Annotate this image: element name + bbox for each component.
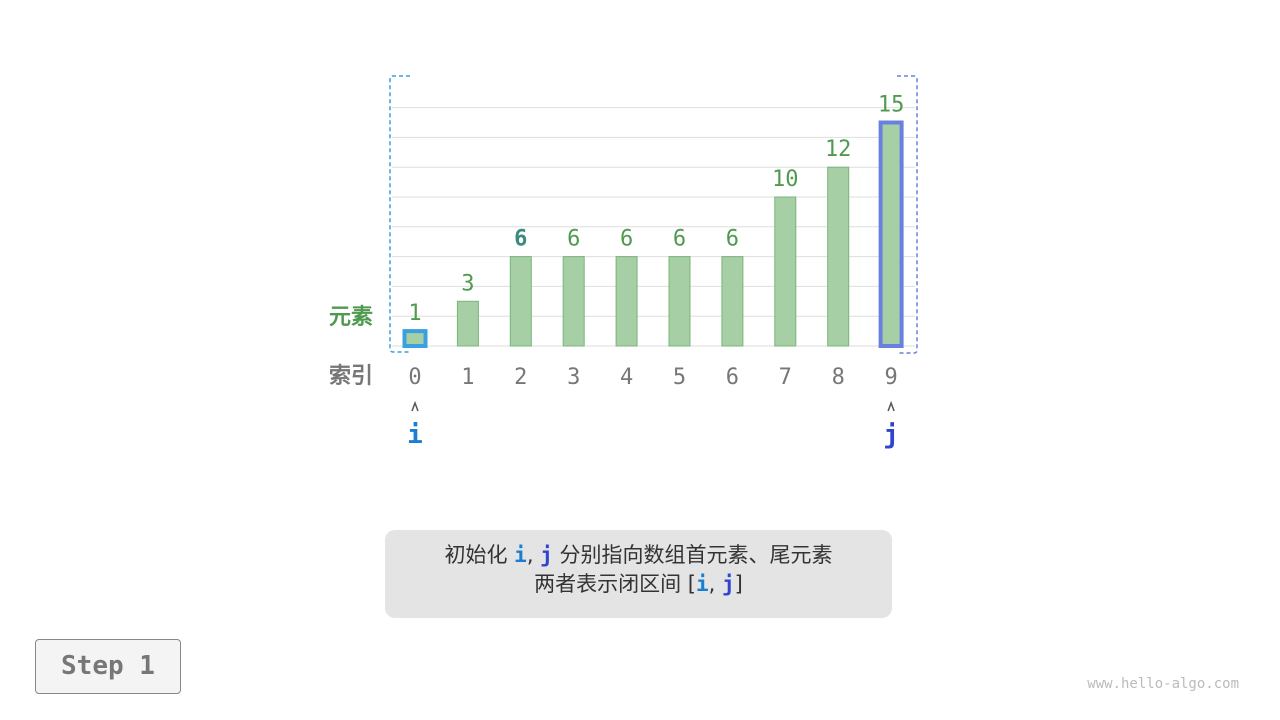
index-label: 8 [832,365,845,390]
array-bar [615,256,638,347]
elements-label: 元素 [329,304,373,330]
interval-right-bracket [897,75,918,354]
index-label: 6 [726,365,739,390]
caption-text: 两者表示闭区间 [ [534,572,696,596]
array-bar [721,256,744,347]
caption-text: , [708,572,723,596]
index-label: 9 [884,365,897,390]
caption-box: 初始化 i, j 分别指向数组首元素、尾元素 两者表示闭区间 [i, j] [385,530,892,618]
watermark: www.hello-algo.com [1087,676,1239,692]
up-arrow-icon [411,400,419,412]
index-label: 7 [779,365,792,390]
element-value: 6 [514,227,527,252]
element-value: 6 [567,227,580,252]
pointer-j: j [883,420,899,450]
caption-text: ] [734,572,743,596]
array-bar [878,120,904,348]
element-value: 6 [726,227,739,252]
interval-left-bracket [389,75,410,353]
array-bar [402,329,428,349]
index-label: 1 [461,365,474,390]
caption-line-1: 初始化 i, j 分别指向数组首元素、尾元素 [385,541,892,570]
index-label: 5 [673,365,686,390]
caption-text: 分别指向数组首元素、尾元素 [552,543,833,567]
element-value: 3 [461,271,474,296]
pointer-i-text: i [514,543,527,567]
pointer-i-text: i [696,572,709,596]
array-bar [774,196,797,347]
indices-label: 索引 [329,364,373,389]
element-value: 12 [825,137,852,162]
pointer-j-text: j [722,572,735,596]
array-bar [509,256,532,347]
element-value: 1 [408,301,421,326]
element-value: 6 [620,227,633,252]
index-label: 4 [620,365,633,390]
index-label: 0 [408,365,421,390]
caption-text: 初始化 [444,543,515,567]
index-label: 3 [567,365,580,390]
step-button[interactable]: Step 1 [35,639,181,694]
element-value: 15 [878,93,905,118]
element-value: 6 [673,227,686,252]
array-bar [827,166,850,347]
array-bar [562,256,585,347]
pointer-j-text: j [540,543,553,567]
array-bar [456,300,479,347]
element-value: 10 [772,167,799,192]
caption-text: , [526,543,541,567]
array-bar [668,256,691,347]
pointer-i: i [407,420,423,450]
up-arrow-icon [887,400,895,412]
caption-line-2: 两者表示闭区间 [i, j] [385,570,892,599]
index-label: 2 [514,365,527,390]
